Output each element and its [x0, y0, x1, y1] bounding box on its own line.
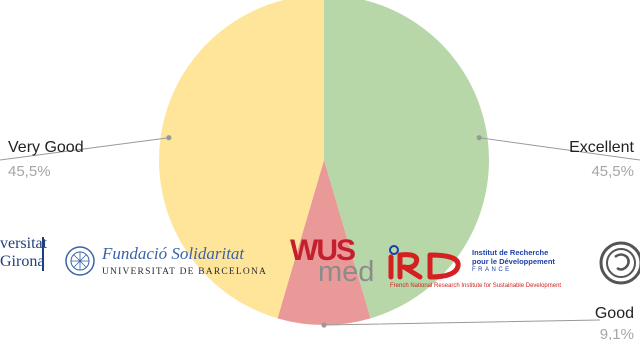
udg-logo-rule: [42, 237, 44, 271]
ird-logo: Institut de Recherche pour le Développem…: [386, 243, 612, 295]
leader-dot-excellent: [476, 135, 482, 141]
udg-logo-line1: versitat: [0, 235, 48, 252]
ird-logo-line1: Institut de Recherche: [472, 248, 549, 257]
pie-slice-excellent: [324, 0, 489, 319]
wusmed-logo: WUS med: [290, 232, 374, 288]
slice-label-good: Good: [595, 305, 634, 322]
pie-slice-very-good: [159, 0, 324, 319]
universitat-de-girona-logo: versitat Girona: [0, 235, 48, 271]
leader-line-good: [323, 319, 601, 326]
slice-label-very-good: Very Good: [8, 139, 84, 156]
ird-logo-line2: pour le Développement: [472, 257, 555, 266]
circular-seal-icon: [599, 241, 640, 285]
leader-dot-very-good: [166, 135, 172, 141]
ird-mark-icon: [388, 245, 461, 280]
wusmed-logo-line1: WUS: [290, 234, 356, 267]
udg-logo-line2: Girona: [0, 253, 45, 270]
pie-slices: [159, 0, 489, 325]
slice-label-excellent: Excellent: [569, 139, 634, 156]
fundacio-seal-icon: [65, 246, 95, 276]
fundacio-logo-line1: Fundació Solidaritat: [102, 244, 245, 263]
pie-slice-good: [277, 160, 371, 325]
leader-dot-good: [321, 322, 327, 328]
slice-value-good: 9,1%: [600, 326, 634, 340]
leader-line-excellent: [479, 137, 640, 161]
slice-value-excellent: 45,5%: [591, 163, 634, 180]
circular-seal-logo: [598, 240, 640, 286]
leader-line-very-good: [0, 137, 169, 161]
wusmed-logo-line2: med: [318, 256, 375, 288]
ird-logo-line4: French National Research Institute for S…: [390, 283, 562, 289]
ird-logo-line3: FRANCE: [472, 267, 512, 273]
slice-value-very-good: 45,5%: [8, 163, 51, 180]
pie-labels: Excellent 45,5% Good 9,1% Very Good 45,5%: [0, 135, 640, 340]
fundacio-solidaritat-logo: Fundació Solidaritat UNIVERSITAT DE BARC…: [64, 244, 289, 285]
fundacio-logo-line2: UNIVERSITAT DE BARCELONA: [102, 267, 268, 277]
